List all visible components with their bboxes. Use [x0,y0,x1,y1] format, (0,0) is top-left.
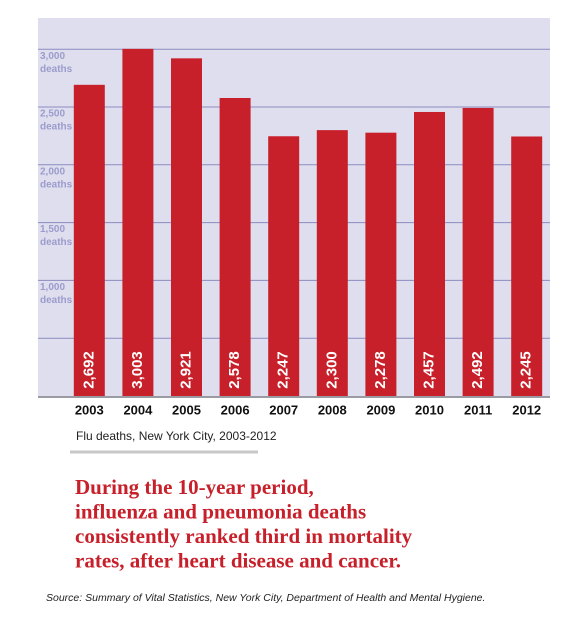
x-tick-label: 2004 [123,402,153,417]
x-tick-label: 2008 [318,402,347,417]
x-tick-label: 2010 [415,402,444,417]
source: Source: Summary of Vital Statistics, New… [46,592,485,604]
bar [414,111,445,396]
value-label: 2,278 [372,351,389,389]
value-label: 2,300 [323,351,340,389]
bar [268,136,300,396]
x-tick-label: 2005 [172,402,201,417]
value-label: 2,692 [80,351,97,389]
x-tick-label: 2003 [75,402,104,417]
value-label: 2,245 [518,351,535,389]
value-label: 2,247 [275,351,292,389]
bar [316,130,348,397]
y-tick-unit: deaths [40,237,73,248]
y-tick-label: 3,000 [40,51,65,62]
y-tick-unit: deaths [40,179,73,190]
headline-line: rates, after heart disease and cancer. [75,548,401,572]
y-tick-unit: deaths [40,64,73,75]
bar [365,132,397,396]
x-tick-label: 2007 [269,402,298,417]
y-tick-label: 2,000 [40,166,65,177]
y-tick-label: 1,000 [40,282,65,293]
headline-line: consistently ranked third in mortality [75,524,413,548]
value-label: 2,457 [420,351,437,389]
value-label: 2,921 [177,351,194,389]
y-tick-unit: deaths [40,295,73,306]
value-label: 2,492 [469,351,486,389]
headline-line: influenza and pneumonia deaths [75,499,366,523]
x-tick-label: 2009 [366,402,395,417]
x-tick-label: 2006 [221,402,250,417]
headline-line: During the 10-year period, [75,475,314,499]
value-label: 2,578 [226,351,243,389]
value-label: 3,003 [129,351,146,389]
y-tick-label: 1,500 [40,224,65,235]
x-tick-label: 2012 [512,402,541,417]
bar [511,136,543,396]
bar [219,97,251,396]
bar [73,84,105,396]
x-tick-label: 2011 [464,402,492,417]
y-tick-unit: deaths [40,122,73,133]
bar [171,58,202,397]
bar [462,107,494,396]
bar [122,48,154,396]
caption: Flu deaths, New York City, 2003-2012 [76,429,277,443]
y-tick-label: 2,500 [40,109,65,120]
